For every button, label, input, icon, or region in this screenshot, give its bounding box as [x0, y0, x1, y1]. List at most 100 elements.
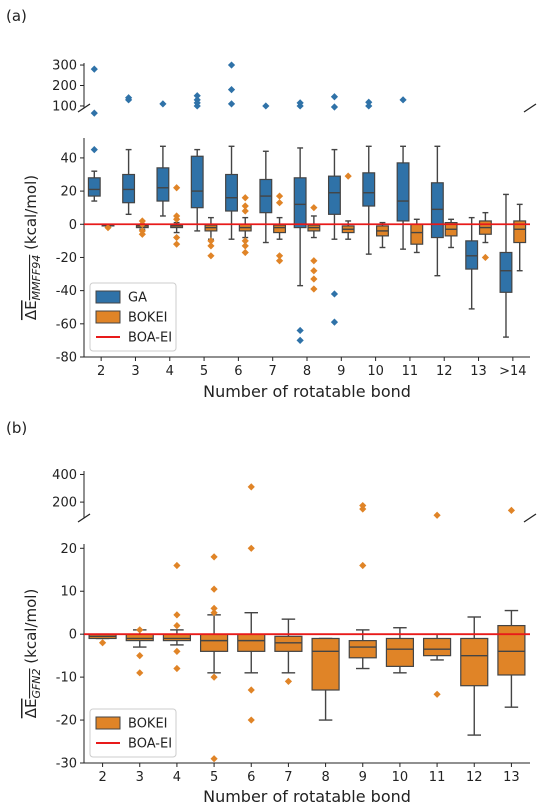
outlier-point: [310, 275, 318, 283]
y-tick-label: 400: [52, 468, 77, 483]
bokei-box: [162, 633, 192, 642]
x-tick-label: 9: [337, 364, 345, 379]
bokei-box: [513, 220, 527, 244]
outlier-point: [227, 61, 236, 69]
outlier-point: [359, 501, 367, 510]
outlier-point: [247, 686, 255, 694]
legend-label: BOKEI: [128, 717, 168, 732]
x-axis-label: Number of rotatable bond: [203, 382, 411, 401]
ga-box: [122, 173, 136, 204]
panel-a: (a) 100 200 300 -80 -60 -40 -20 0 20 40 2 3 4 5 6 7 8 9 10…: [6, 7, 537, 401]
ga-box: [327, 175, 341, 215]
outlier-point: [275, 192, 284, 200]
y-tick-label: 0: [69, 628, 77, 643]
outlier-point: [173, 611, 181, 619]
outlier-point: [136, 652, 144, 660]
outlier-point: [481, 253, 489, 262]
outlier-point: [193, 92, 201, 100]
outlier-point: [173, 664, 181, 673]
ga-box: [362, 172, 376, 207]
y-tick-label: -60: [56, 317, 77, 332]
outlier-point: [296, 326, 304, 335]
outlier-point: [227, 100, 236, 108]
outlier-point: [433, 511, 441, 519]
y-tick-label: -80: [56, 351, 77, 366]
x-tick-label: 12: [466, 770, 483, 785]
y-tick-label: 200: [52, 79, 77, 94]
outlier-point: [275, 199, 284, 207]
x-tick-label: 2: [97, 364, 105, 379]
outlier-point: [296, 99, 304, 107]
outlier-point: [173, 240, 181, 248]
outlier-point: [507, 506, 516, 514]
bokei-box: [237, 633, 266, 652]
outlier-point: [104, 223, 112, 232]
outlier-point: [210, 609, 218, 617]
panel-a-label: (a): [6, 7, 27, 25]
y-tick-label: 300: [52, 59, 77, 74]
outlier-point: [247, 544, 255, 552]
axis-break-mark: [523, 103, 537, 113]
x-tick-label: 3: [136, 770, 144, 785]
legend-swatch: [95, 290, 121, 304]
legend-label: BOKEI: [128, 311, 168, 326]
bokei-box: [422, 637, 452, 657]
y-tick-label: 10: [60, 585, 77, 600]
x-tick-label: 6: [247, 770, 255, 785]
axis-break-mark: [523, 513, 537, 523]
outlier-point: [136, 669, 144, 677]
outlier-point: [275, 257, 284, 265]
bokei-box: [274, 635, 303, 652]
y-tick-label: 0: [69, 218, 77, 233]
outlier-point: [241, 237, 249, 245]
outlier-point: [275, 252, 284, 260]
ga-box: [465, 240, 479, 270]
x-tick-label: 10: [392, 770, 409, 785]
x-tick-label: 4: [173, 770, 181, 785]
bokei-box: [199, 633, 229, 652]
outlier-point: [138, 230, 146, 238]
outlier-point: [207, 252, 215, 260]
outlier-point: [227, 85, 236, 94]
outlier-point: [310, 285, 318, 293]
outlier-point: [310, 204, 318, 212]
x-tick-label: >14: [499, 364, 526, 379]
ga-box: [293, 177, 307, 229]
x-tick-label: 6: [234, 364, 242, 379]
x-tick-label: 12: [436, 364, 453, 379]
x-tick-label: 10: [367, 364, 384, 379]
ga-box: [156, 167, 170, 202]
bokei-box: [497, 624, 526, 676]
x-tick-label: 8: [303, 364, 311, 379]
y-tick-label: -20: [56, 251, 77, 266]
outlier-point: [365, 102, 373, 110]
outlier-point: [159, 100, 167, 108]
legend-swatch: [95, 310, 121, 324]
panel-b: (b) 200 400 -30 -20 -10 0 10 20 2 3 4 5 6 7 8 9 10 11 12 13…: [6, 419, 537, 806]
outlier-point: [173, 184, 181, 192]
outlier-point: [330, 93, 339, 101]
outlier-point: [241, 202, 249, 210]
outlier-point: [136, 626, 144, 634]
legend-swatch: [95, 716, 121, 730]
outlier-point: [310, 257, 318, 265]
outlier-point: [433, 690, 441, 698]
outlier-point: [207, 237, 215, 245]
outlier-point: [90, 109, 98, 117]
ga-box: [225, 173, 238, 212]
outlier-point: [241, 242, 249, 250]
ga-box: [430, 182, 444, 239]
outlier-point: [207, 242, 215, 250]
outlier-point: [262, 102, 270, 110]
x-tick-label: 3: [131, 364, 139, 379]
bokei-box: [311, 637, 340, 691]
bokei-box: [385, 637, 415, 667]
outlier-point: [173, 647, 181, 655]
outlier-point: [173, 621, 181, 630]
ga-box: [499, 251, 513, 293]
outlier-point: [125, 94, 133, 102]
outlier-point: [193, 96, 201, 104]
axis-break-mark: [77, 513, 91, 523]
x-tick-label: 4: [166, 364, 174, 379]
